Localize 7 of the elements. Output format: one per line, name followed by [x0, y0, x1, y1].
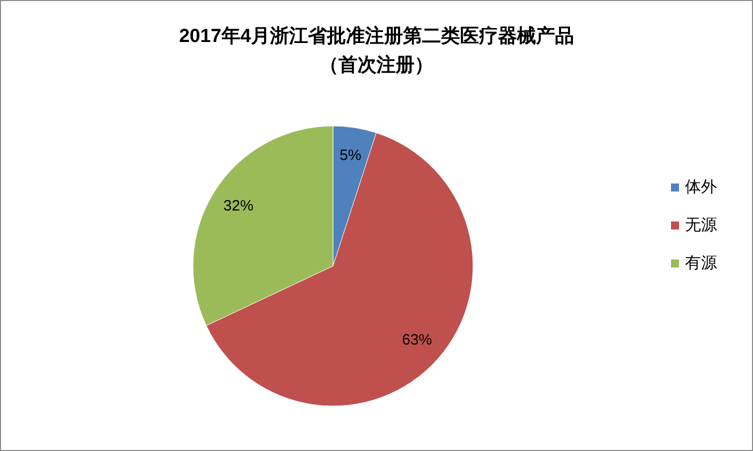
legend-label: 体外: [685, 179, 717, 196]
legend-label: 无源: [685, 217, 717, 234]
data-label: 63%: [402, 332, 432, 349]
data-label: 5%: [340, 146, 362, 164]
data-label: 32%: [223, 197, 254, 214]
legend-label: 有源: [685, 255, 717, 272]
chart-title: 2017年4月浙江省批准注册第二类医疗器械产品（首次注册）: [179, 25, 574, 76]
